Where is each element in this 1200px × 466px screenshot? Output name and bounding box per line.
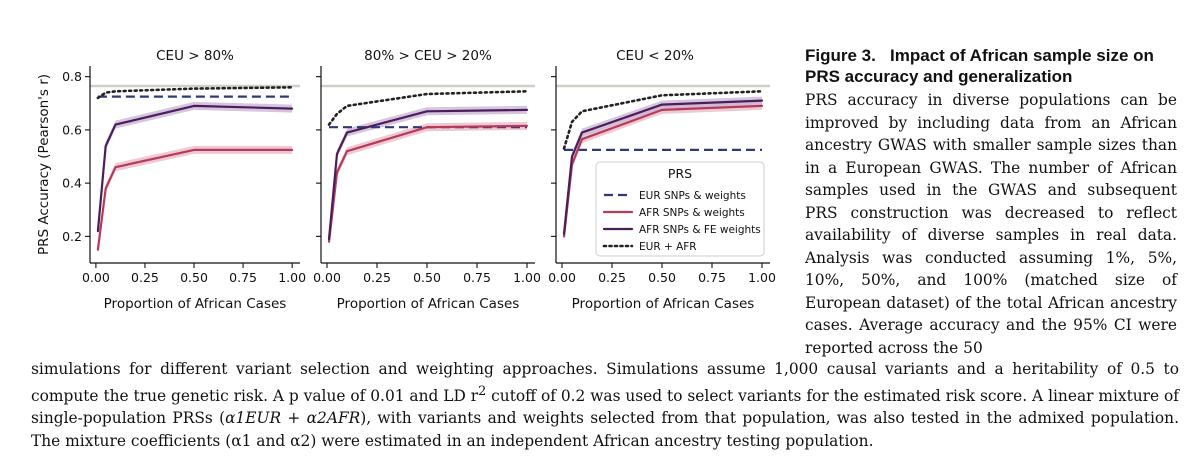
caption-r-squared-superscript: 2 [478, 383, 487, 399]
x-tick-label: 0.75 [463, 270, 491, 285]
ci-band-afr [329, 121, 527, 246]
x-tick-label: 0.00 [82, 270, 110, 285]
figure-panels: 0.00 0.25 0.50 0.75 1.00 0.2 0.4 0.6 0.8 CEU > 80… [36, 48, 776, 312]
figure-caption-bottom-text: simulations for different variant select… [31, 358, 1179, 452]
x-tick-label: 1.00 [748, 270, 776, 285]
figure-caption-side-text: PRS accuracy in diverse populations can … [805, 91, 1177, 357]
caption-bottom-part-2: cutoff of 0.2 was used to select variant… [31, 386, 1179, 428]
y-tick-label: 0.6 [62, 122, 82, 137]
x-axis-label: Proportion of African Cases [337, 296, 520, 312]
y-tick-label: 0.4 [62, 176, 82, 191]
x-axis-label: Proportion of African Cases [104, 296, 287, 312]
y-tick-label: 0.8 [62, 69, 82, 84]
series-line-eur-afr [96, 86, 294, 100]
x-tick-label: 1.00 [513, 270, 541, 285]
ci-band-afr [97, 145, 293, 254]
x-tick-label: 0.25 [131, 270, 159, 285]
x-tick-label: 0.50 [648, 270, 676, 285]
x-tick-label: 0.75 [229, 270, 257, 285]
panel-title: CEU > 80% [156, 48, 234, 64]
panel-title: CEU < 20% [616, 48, 694, 64]
x-axis-label: Proportion of African Cases [572, 296, 755, 312]
caption-bottom-part-1: simulations for different variant select… [31, 360, 1179, 405]
series-line-eur-afr [562, 90, 764, 150]
caption-mixture-formula: α1EUR + α2AFR [225, 409, 361, 428]
legend-entry-eur-afr: EUR + AFR [639, 241, 697, 253]
x-tick-label: 0.25 [363, 270, 391, 285]
figure-caption-title: Figure 3. Impact of African sample size … [805, 46, 1154, 86]
x-tick-label: 0.00 [548, 270, 576, 285]
caption-bottom-part-3: ), with variants and weights selected fr… [31, 409, 1179, 450]
legend-entry-afr-fe: AFR SNPs & FE weights [639, 224, 761, 236]
legend-entry-afr: AFR SNPs & weights [639, 207, 745, 219]
x-tick-label: 0.50 [180, 270, 208, 285]
series-line-afr-fe [562, 99, 764, 235]
series-line-eur-afr [327, 90, 529, 126]
legend-box [595, 161, 765, 257]
series-line-afr-fe [327, 108, 529, 241]
series-line-afr [96, 148, 294, 251]
legend-entry-eur: EUR SNPs & weights [639, 190, 746, 202]
x-tick-label: 1.00 [278, 270, 306, 285]
x-tick-label: 0.25 [598, 270, 626, 285]
series-line-afr-fe [96, 104, 294, 233]
x-tick-label: 0.50 [413, 270, 441, 285]
series-line-afr [327, 124, 529, 243]
panel-title: 80% > CEU > 20% [364, 48, 492, 64]
x-tick-label: 0.00 [313, 270, 341, 285]
legend-title: PRS [668, 166, 692, 181]
x-tick-label: 0.75 [698, 270, 726, 285]
y-axis-label: PRS Accuracy (Pearson's r) [36, 74, 52, 255]
y-tick-label: 0.2 [62, 229, 82, 244]
